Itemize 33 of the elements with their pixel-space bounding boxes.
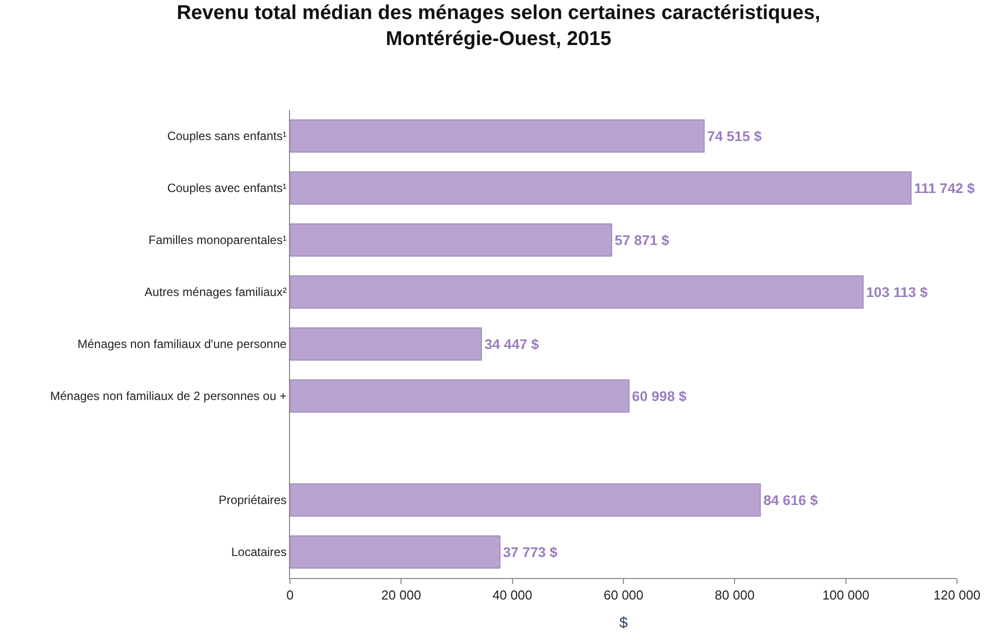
- data-label: 37 773 $: [502, 544, 558, 560]
- y-tick-label: Ménages non familiaux d'une personne: [77, 337, 287, 352]
- x-tick-label: 80 000: [714, 588, 755, 603]
- chart-title: Revenu total médian des ménages selon certaines caractéristiques, Montérégie-Ouest, 2015: [176, 2, 820, 50]
- bar: [290, 327, 482, 361]
- data-label: 74 515 $: [707, 128, 762, 144]
- y-tick-label: Couples sans enfants¹: [167, 129, 287, 144]
- y-tick-label: Propriétaires: [218, 493, 287, 508]
- data-label: 57 871 $: [614, 232, 670, 248]
- x-tick-label: 40 000: [492, 588, 532, 603]
- bar: [290, 171, 912, 205]
- data-label: 111 742 $: [914, 180, 976, 196]
- data-label: 103 113 $: [866, 284, 928, 300]
- y-tick-label: Familles monoparentales¹: [148, 233, 287, 248]
- bar: [290, 223, 612, 257]
- x-tick-label: 120 000: [934, 588, 980, 603]
- x-tick-label: 20 000: [381, 588, 422, 603]
- y-tick-label: Autres ménages familiaux²: [144, 285, 287, 300]
- data-label: 34 447 $: [484, 336, 540, 352]
- bar: [290, 275, 864, 309]
- bar: [290, 119, 705, 153]
- bar: [290, 379, 630, 413]
- x-axis-title: $: [619, 614, 628, 632]
- y-tick-label: Locataires: [231, 545, 287, 560]
- y-tick-label: Ménages non familiaux de 2 personnes ou +: [50, 389, 287, 404]
- y-tick-label: Couples avec enfants¹: [167, 181, 287, 196]
- data-label: 84 616 $: [763, 492, 818, 508]
- bar: [290, 535, 500, 569]
- data-label: 60 998 $: [632, 388, 687, 404]
- x-tick-label: 100 000: [822, 588, 870, 603]
- bar: [290, 483, 761, 517]
- x-tick-label: 0: [286, 588, 294, 603]
- x-tick-label: 60 000: [604, 588, 644, 603]
